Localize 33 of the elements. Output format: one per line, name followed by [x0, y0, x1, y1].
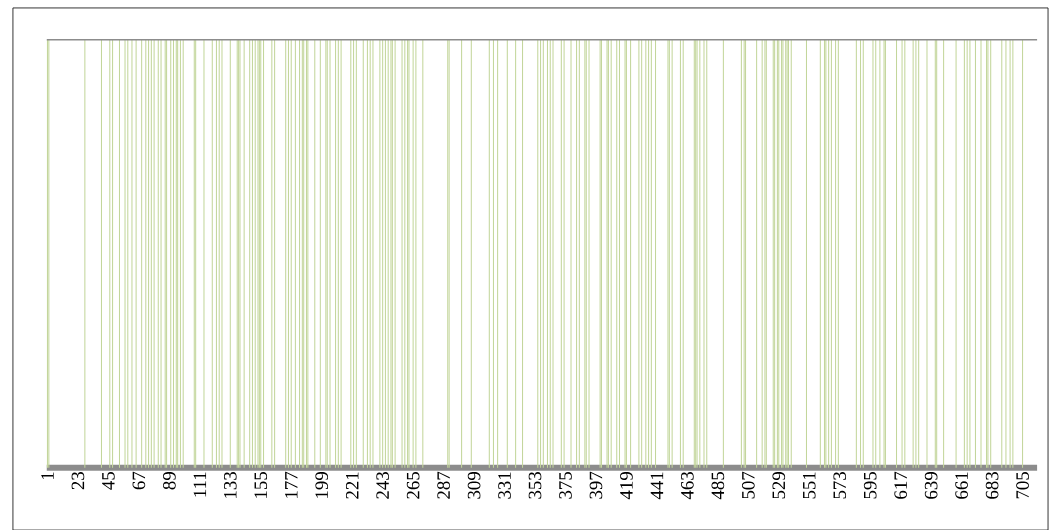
x-tick-label: 89 [163, 471, 176, 490]
x-tick-label: 683 [985, 471, 999, 499]
x-tick-label: 331 [498, 472, 511, 499]
x-tick-label: 573 [833, 471, 847, 499]
x-tick-label: 1 [41, 472, 54, 479]
x-tick-label: 111 [193, 472, 207, 497]
x-tick-label: 243 [376, 471, 389, 499]
x-tick-label: 221 [345, 472, 359, 499]
x-tick-label: 595 [863, 471, 877, 499]
x-tick-label: 507 [741, 471, 755, 499]
x-tick-label: 45 [102, 471, 115, 490]
x-tick-label: 133 [223, 471, 237, 498]
x-tick-label: 661 [955, 472, 968, 499]
x-tick-label: 551 [802, 472, 816, 499]
x-tick-label: 463 [681, 471, 694, 499]
x-tick-label: 419 [620, 471, 633, 499]
x-tick-label: 67 [132, 471, 146, 490]
x-tick-label: 485 [711, 471, 725, 499]
x-tick-label: 177 [285, 471, 298, 498]
x-tick-label: 441 [650, 472, 664, 499]
x-tick-label: 309 [467, 471, 481, 499]
x-tick-label: 199 [315, 471, 329, 498]
x-tick-label: 287 [437, 471, 450, 499]
x-tick-label: 705 [1016, 471, 1029, 499]
x-tick-label: 639 [924, 471, 938, 499]
x-tick-label: 617 [894, 471, 907, 499]
x-tick-label: 353 [528, 471, 542, 499]
x-tick-label: 265 [406, 471, 420, 499]
x-tick-label: 23 [71, 471, 85, 490]
x-tick-label: 397 [589, 471, 603, 499]
x-tick-label: 529 [772, 471, 786, 499]
x-tick-label: 375 [559, 471, 572, 499]
x-tick-label: 155 [254, 471, 268, 498]
